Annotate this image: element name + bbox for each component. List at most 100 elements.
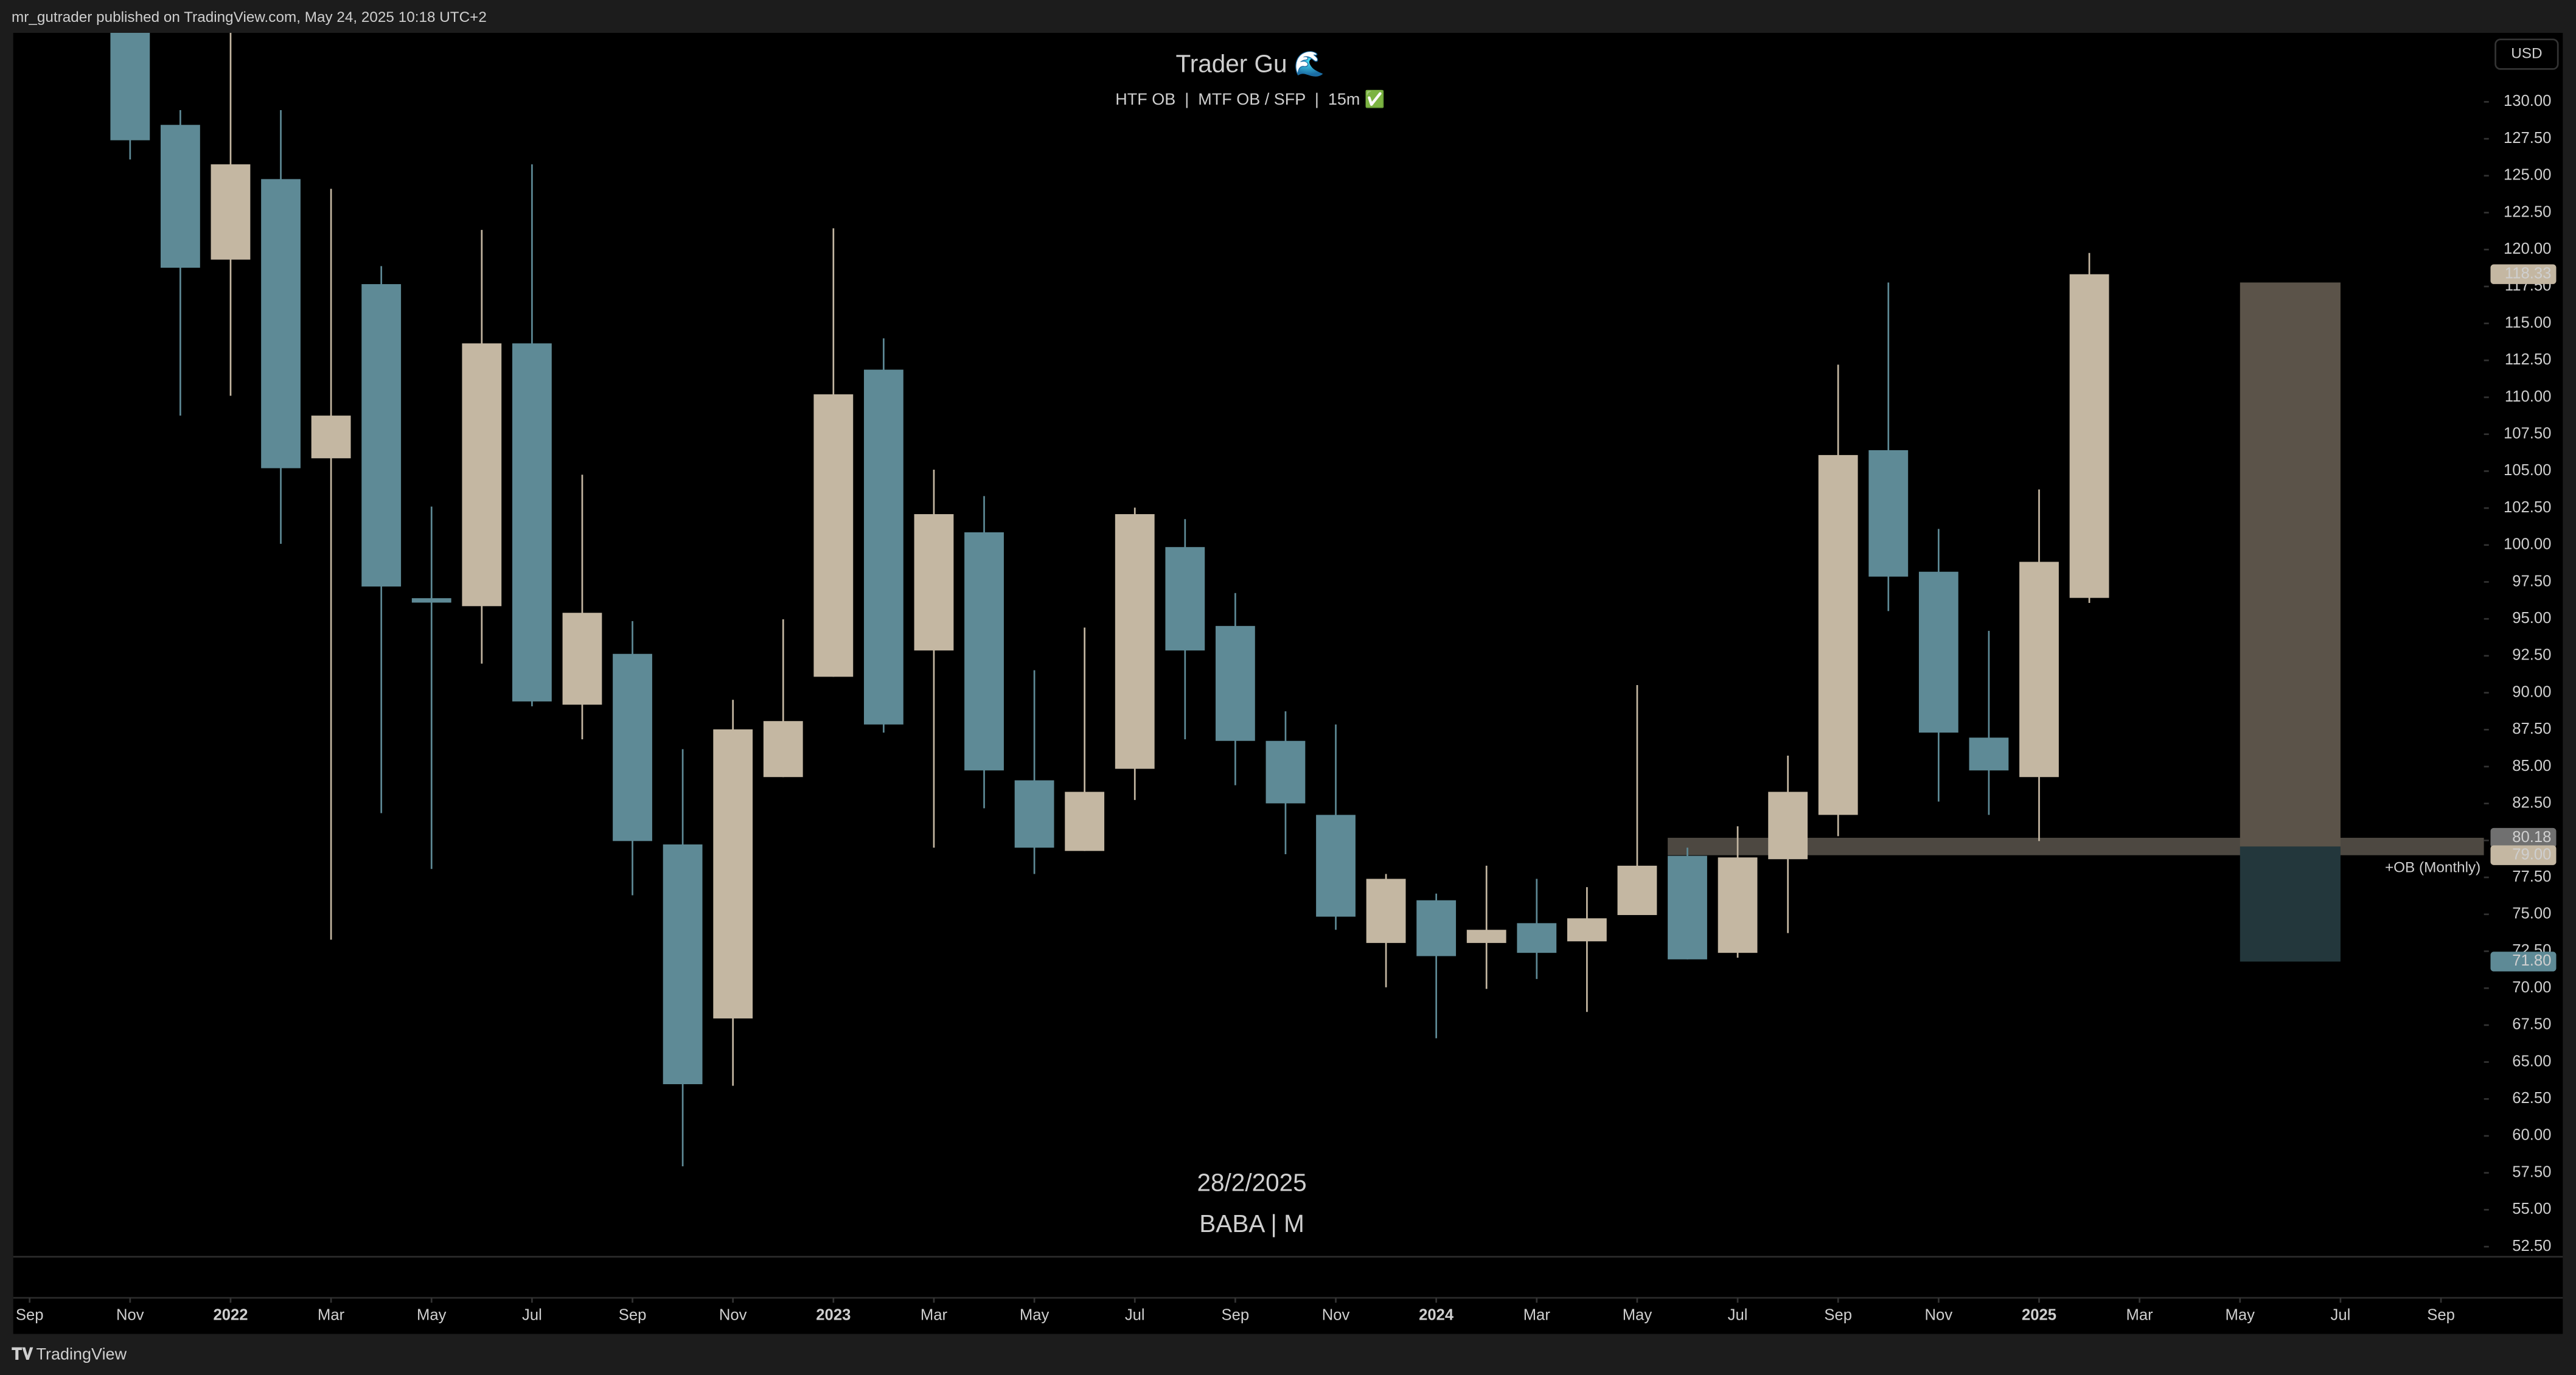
y-tick-label: 75.00 (2512, 905, 2551, 922)
x-tick-label: Nov (1925, 1307, 1953, 1324)
y-tick-label: 52.50 (2512, 1238, 2551, 1255)
candle-body (613, 653, 652, 841)
y-tick-label: 125.00 (2504, 167, 2551, 184)
price-label: 118.33 (2505, 265, 2552, 282)
currency[interactable]: USD (2511, 46, 2542, 62)
y-tick-label: 105.00 (2504, 462, 2551, 479)
x-tick-label: May (1623, 1307, 1652, 1324)
y-tick-label: 85.00 (2512, 757, 2551, 775)
position-loss (2240, 846, 2341, 962)
candle-body (1265, 740, 1306, 804)
x-tick-label: Jul (522, 1307, 542, 1324)
y-tick-label: 70.00 (2512, 979, 2551, 996)
chart-subtitle: HTF OB | MTF OB / SFP | 15m ✅ (1115, 89, 1385, 108)
y-tick-label: 130.00 (2504, 92, 2551, 110)
candle-body (1718, 857, 1758, 953)
y-tick-label: 90.00 (2512, 683, 2551, 700)
price-label: 80.18 (2512, 829, 2551, 846)
candle-body (1416, 900, 1457, 956)
candle-body (1115, 514, 1155, 769)
x-tick-label: Sep (16, 1307, 44, 1324)
candle-body (1366, 879, 1406, 943)
y-tick-label: 57.50 (2512, 1163, 2551, 1180)
x-tick-label: Sep (2427, 1307, 2455, 1324)
x-tick-label: 2024 (1419, 1307, 1454, 1324)
price-label: 71.80 (2512, 952, 2551, 969)
watermark-symbol: BABA | M (1199, 1210, 1304, 1238)
position-profit (2240, 282, 2341, 847)
x-tick-label: Nov (719, 1307, 747, 1324)
candle-body (411, 598, 451, 603)
candle-body (914, 514, 954, 651)
currency-button[interactable] (2494, 38, 2559, 70)
y-tick-label: 115.00 (2505, 314, 2552, 331)
candle-body (713, 729, 753, 1018)
x-tick-label: May (1020, 1307, 1050, 1324)
chart-title: Trader Gu 🌊 (1176, 50, 1325, 78)
candle-body (1567, 918, 1607, 942)
publisher: mr_gutrader published on TradingView.com… (12, 9, 487, 26)
y-tick-label: 92.50 (2512, 647, 2551, 664)
x-tick-label: Sep (1824, 1307, 1852, 1324)
chart-area (13, 33, 2563, 1334)
candle-body (964, 532, 1004, 771)
y-tick-label: 110.00 (2505, 388, 2552, 405)
candle-body (261, 179, 301, 468)
candle-body (1768, 792, 1808, 860)
x-tick-label: May (2226, 1307, 2255, 1324)
candle-body (2019, 562, 2059, 778)
x-tick-label: Sep (1222, 1307, 1250, 1324)
y-tick-label: 97.50 (2512, 573, 2551, 590)
y-tick-label: 77.50 (2512, 868, 2551, 885)
y-tick-label: 87.50 (2512, 720, 2551, 737)
x-tick-label: Mar (921, 1307, 948, 1324)
brand-logo: 𝐓𝐕 (12, 1345, 33, 1363)
price-label-box (2490, 845, 2557, 865)
candle-body (110, 33, 150, 141)
candle-body (562, 613, 602, 705)
candle-body (663, 844, 703, 1085)
candle-body (813, 394, 854, 677)
watermark-date: 28/2/2025 (1197, 1168, 1307, 1196)
y-tick-label: 62.50 (2512, 1090, 2551, 1107)
y-tick-label: 60.00 (2512, 1127, 2551, 1144)
x-tick-label: Mar (318, 1307, 345, 1324)
candle-body (763, 721, 803, 778)
x-tick-label: Nov (1322, 1307, 1350, 1324)
x-tick-label: Jul (2331, 1307, 2351, 1324)
candle-body (863, 369, 903, 725)
price-label-box (2490, 264, 2557, 284)
y-tick-label: 102.50 (2504, 499, 2551, 516)
candle-body (1065, 792, 1105, 851)
x-tick-label: Jul (1728, 1307, 1748, 1324)
x-tick-label: May (417, 1307, 447, 1324)
y-tick-label: 55.00 (2512, 1200, 2551, 1217)
y-tick-label: 107.50 (2504, 425, 2551, 442)
candle-body (1617, 865, 1657, 915)
candle-body (1316, 815, 1356, 917)
candle-body (1215, 625, 1255, 741)
candle-body (1165, 547, 1205, 651)
candle-body (1969, 737, 2009, 771)
candle-body (2069, 274, 2109, 598)
candle-body (1918, 571, 1958, 733)
y-tick-label: 122.50 (2504, 203, 2551, 220)
ob-label: +OB (Monthly) (2385, 860, 2480, 876)
price-label-box (2490, 827, 2557, 848)
brand: TradingView (37, 1345, 127, 1363)
y-tick-label: 82.50 (2512, 794, 2551, 811)
y-tick-label: 127.50 (2504, 130, 2551, 147)
y-tick-label: 65.00 (2512, 1053, 2551, 1070)
candle-body (161, 125, 200, 268)
x-tick-label: 2025 (2022, 1307, 2056, 1324)
candle-body (211, 164, 251, 260)
y-tick-label: 112.50 (2505, 351, 2552, 368)
x-tick-label: Nov (116, 1307, 144, 1324)
candle-body (311, 416, 351, 459)
candle-body (462, 343, 502, 607)
x-tick-label: 2023 (816, 1307, 851, 1324)
y-tick-label: 120.00 (2504, 240, 2551, 257)
candle-body (1517, 923, 1557, 953)
